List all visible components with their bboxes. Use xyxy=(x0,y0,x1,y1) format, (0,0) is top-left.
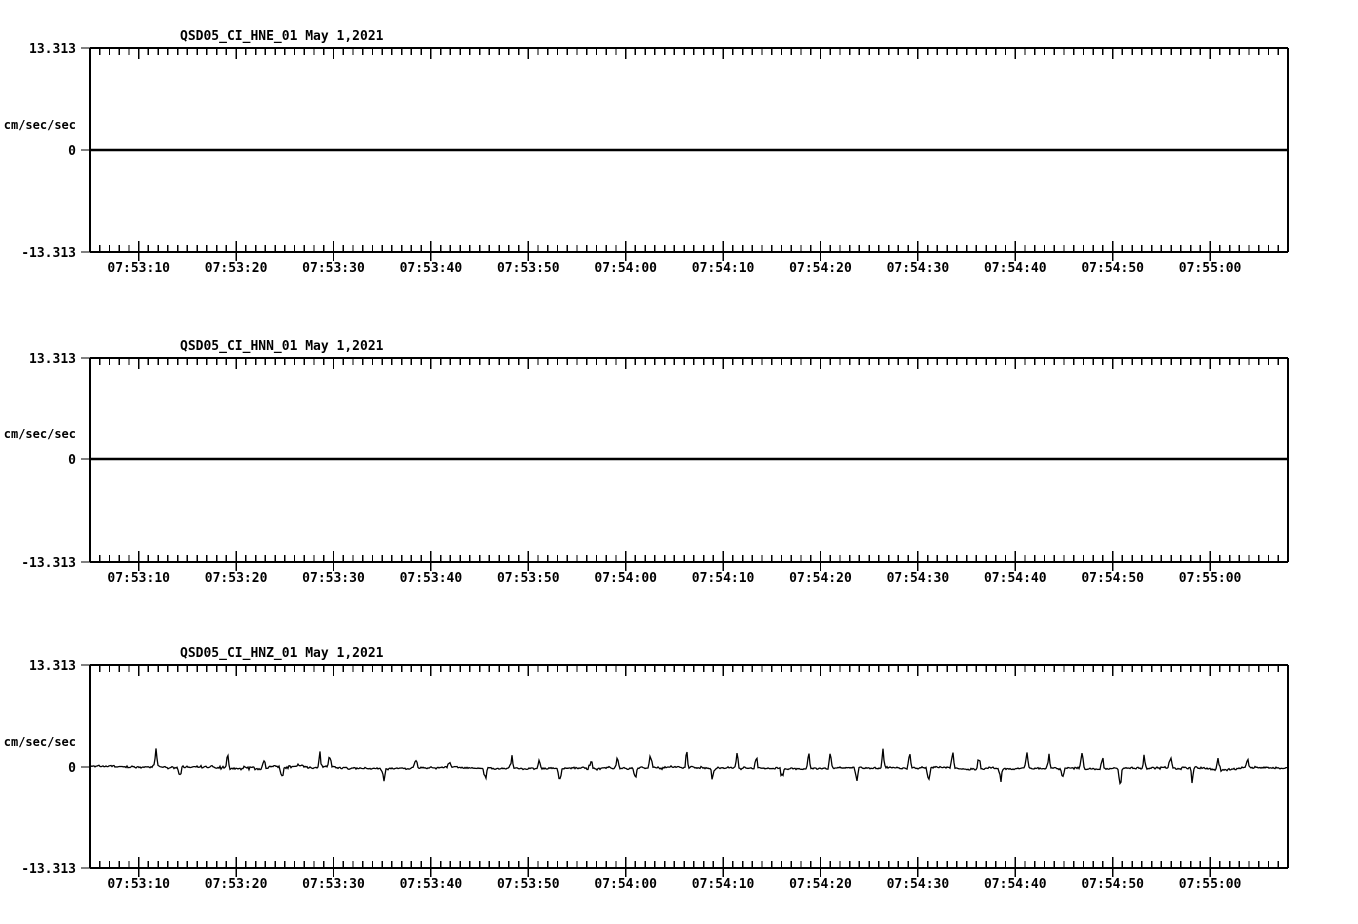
x-axis-tick-label: 07:53:30 xyxy=(302,877,365,892)
x-axis-tick-label: 07:53:50 xyxy=(497,571,560,586)
x-axis-tick-label: 07:54:40 xyxy=(984,571,1047,586)
x-axis-tick-label: 07:53:30 xyxy=(302,261,365,276)
x-axis-tick-label: 07:55:00 xyxy=(1179,571,1242,586)
x-axis-tick-label: 07:53:20 xyxy=(205,571,268,586)
x-axis-tick-label: 07:53:50 xyxy=(497,877,560,892)
x-axis-tick-label: 07:54:30 xyxy=(887,877,950,892)
x-axis-tick-label: 07:53:40 xyxy=(400,571,463,586)
x-axis-tick-label: 07:54:50 xyxy=(1081,877,1144,892)
panel-title-hnz: QSD05_CI_HNZ_01 May 1,2021 xyxy=(180,646,384,661)
x-axis-tick-label: 07:53:50 xyxy=(497,261,560,276)
x-axis-tick-label: 07:54:00 xyxy=(594,261,657,276)
x-axis-tick-label: 07:53:20 xyxy=(205,261,268,276)
y-axis-zero-label: 0 xyxy=(68,761,76,776)
seismogram-panel-hne: 13.313 0 -13.313 cm/sec/sec QSD05_CI_HNE_01 … xyxy=(0,0,1358,310)
y-axis-max-label: 13.313 xyxy=(29,352,76,367)
x-axis-tick-label: 07:53:10 xyxy=(107,571,170,586)
plot-area-hnz: 13.313 0 -13.313 cm/sec/sec QSD05_CI_HNZ_01 … xyxy=(4,646,1289,892)
y-axis-max-label: 13.313 xyxy=(29,42,76,57)
y-axis-unit-label: cm/sec/sec xyxy=(4,427,76,441)
y-axis-unit-label: cm/sec/sec xyxy=(4,735,76,749)
x-axis-tick-label: 07:54:20 xyxy=(789,261,852,276)
x-axis-tick-label: 07:53:40 xyxy=(400,261,463,276)
seismogram-panel-hnz: 13.313 0 -13.313 cm/sec/sec QSD05_CI_HNZ_01 … xyxy=(0,620,1358,924)
x-axis-tick-label: 07:54:30 xyxy=(887,261,950,276)
x-axis-tick-label: 07:54:10 xyxy=(692,877,755,892)
x-axis-tick-label: 07:54:00 xyxy=(594,571,657,586)
x-axis-tick-label: 07:54:40 xyxy=(984,261,1047,276)
x-axis-tick-label: 07:54:10 xyxy=(692,261,755,276)
x-axis-tick-label: 07:53:10 xyxy=(107,877,170,892)
waveform-trace-hnz xyxy=(89,748,1289,786)
x-axis-tick-label: 07:54:50 xyxy=(1081,571,1144,586)
x-axis-tick-label: 07:54:40 xyxy=(984,877,1047,892)
y-axis-min-label: -13.313 xyxy=(21,556,76,571)
x-axis-tick-label: 07:55:00 xyxy=(1179,261,1242,276)
y-axis-min-label: -13.313 xyxy=(21,246,76,261)
y-axis-max-label: 13.313 xyxy=(29,659,76,674)
x-axis-tick-label: 07:53:40 xyxy=(400,877,463,892)
x-axis-tick-label: 07:55:00 xyxy=(1179,877,1242,892)
x-axis-tick-label: 07:53:10 xyxy=(107,261,170,276)
x-axis-tick-label: 07:54:50 xyxy=(1081,261,1144,276)
panel-title-hnn: QSD05_CI_HNN_01 May 1,2021 xyxy=(180,339,384,354)
x-axis-tick-label: 07:54:10 xyxy=(692,571,755,586)
x-axis-tick-label: 07:54:30 xyxy=(887,571,950,586)
x-axis-tick-label: 07:54:00 xyxy=(594,877,657,892)
x-axis-tick-label: 07:53:20 xyxy=(205,877,268,892)
seismogram-panel-hnn: 13.313 0 -13.313 cm/sec/sec QSD05_CI_HNN_01 … xyxy=(0,310,1358,620)
y-axis-zero-label: 0 xyxy=(68,453,76,468)
panel-title-hne: QSD05_CI_HNE_01 May 1,2021 xyxy=(180,29,384,44)
y-axis-zero-label: 0 xyxy=(68,144,76,159)
plot-area-hne: 13.313 0 -13.313 cm/sec/sec QSD05_CI_HNE_01 … xyxy=(4,29,1289,276)
x-axis-tick-label: 07:54:20 xyxy=(789,571,852,586)
y-axis-unit-label: cm/sec/sec xyxy=(4,118,76,132)
x-axis-tick-label: 07:54:20 xyxy=(789,877,852,892)
y-axis-min-label: -13.313 xyxy=(21,862,76,877)
plot-area-hnn: 13.313 0 -13.313 cm/sec/sec QSD05_CI_HNN_01 … xyxy=(4,339,1289,586)
x-axis-tick-label: 07:53:30 xyxy=(302,571,365,586)
